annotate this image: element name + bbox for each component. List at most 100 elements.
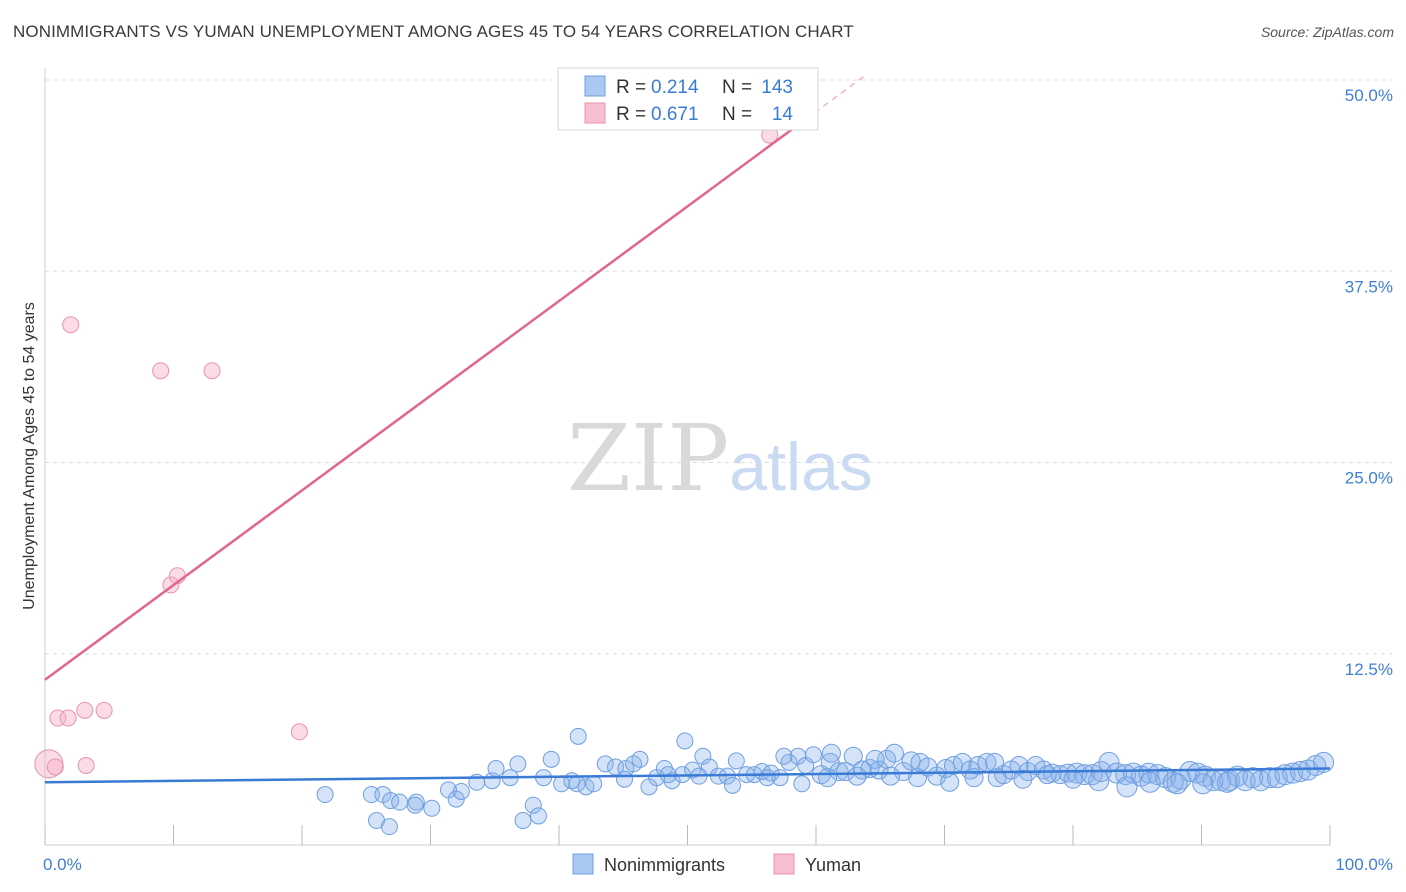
bottom-legend-yuman: Yuman: [805, 855, 861, 875]
nonimmigrants-point: [382, 792, 400, 810]
legend-r-value-1: 0.214: [651, 77, 699, 98]
nonimmigrants-point: [908, 768, 928, 788]
nonimmigrants-point: [847, 766, 867, 786]
nonimmigrants-point: [616, 770, 634, 788]
legend-swatch-nonimmigrants: [584, 75, 606, 97]
nonimmigrants-point: [1192, 773, 1214, 795]
nonimmigrants-point: [727, 752, 745, 770]
nonimmigrants-point: [1098, 751, 1120, 773]
watermark-zip: ZIP: [567, 405, 729, 512]
nonimmigrants-point: [843, 746, 863, 766]
nonimmigrants-point: [542, 750, 560, 768]
nonimmigrants-point: [1250, 770, 1272, 792]
nonimmigrants-point: [775, 747, 793, 765]
nonimmigrants-point: [793, 775, 811, 793]
nonimmigrants-point: [1138, 762, 1160, 784]
yuman-point: [203, 362, 221, 380]
nonimmigrants-point: [893, 762, 913, 782]
nonimmigrants-point: [1063, 769, 1083, 789]
y-tick-label-3: 50.0%: [1345, 86, 1393, 105]
tick-labels: 12.5% 25.0% 37.5% 50.0% 0.0% 100.0%: [43, 86, 1393, 874]
nonimmigrants-point: [1088, 770, 1110, 792]
source-label: Source: ZipAtlas.com: [1260, 24, 1394, 40]
gridlines: [45, 79, 1392, 655]
nonimmigrants-point: [1013, 769, 1033, 789]
legend-r-label-2: R =: [616, 104, 646, 125]
nonimmigrants-point: [1037, 765, 1057, 785]
legend-n-value-2: 14: [772, 104, 794, 125]
yuman-trend-line: [44, 124, 798, 681]
nonimmigrants-point: [596, 755, 614, 773]
yuman-point: [59, 709, 77, 727]
nonimmigrants-point: [514, 812, 532, 830]
x-tick-label-0: 0.0%: [43, 855, 82, 874]
nonimmigrants-point: [640, 778, 658, 796]
watermark: ZIPatlas: [567, 405, 873, 512]
nonimmigrants-point: [940, 772, 960, 792]
bottom-legend-swatch-nonimmigrants: [572, 853, 594, 875]
watermark-atlas: atlas: [729, 429, 873, 505]
axes: [44, 68, 1331, 846]
legend-r-value-2: 0.671: [651, 104, 699, 125]
nonimmigrants-point: [391, 793, 409, 811]
yuman-point: [62, 316, 80, 334]
yuman-point: [76, 701, 94, 719]
nonimmigrants-point: [881, 766, 901, 786]
nonimmigrants-point: [1259, 767, 1281, 789]
bottom-legend-swatch-yuman: [773, 853, 795, 875]
chart-title: NONIMMIGRANTS VS YUMAN UNEMPLOYMENT AMON…: [13, 22, 854, 41]
bottom-legend-nonimmigrants: Nonimmigrants: [604, 855, 725, 875]
nonimmigrants-point: [509, 755, 527, 773]
nonimmigrants-point: [1216, 771, 1238, 793]
nonimmigrants-point: [524, 796, 542, 814]
legend-r-label-1: R =: [616, 77, 646, 98]
nonimmigrants-point: [723, 776, 741, 794]
nonimmigrants-point: [676, 732, 694, 750]
nonimmigrants-point: [804, 746, 822, 764]
nonimmigrants-point: [452, 782, 470, 800]
legend-n-label-1: N =: [722, 77, 752, 98]
nonimmigrants-point: [316, 786, 334, 804]
yuman-point: [77, 756, 95, 774]
x-tick-label-1: 100.0%: [1335, 855, 1393, 874]
nonimmigrants-point: [684, 761, 702, 779]
legend-n-value-1: 143: [761, 77, 793, 98]
y-tick-label-1: 25.0%: [1345, 469, 1393, 488]
nonimmigrants-point: [487, 760, 505, 777]
nonimmigrants-point: [406, 796, 424, 814]
nonimmigrants-point: [836, 762, 856, 782]
nonimmigrants-point: [865, 749, 885, 769]
nonimmigrants-point: [529, 807, 547, 825]
y-axis-label: Unemployment Among Ages 45 to 54 years: [21, 302, 38, 610]
yuman-point: [95, 701, 113, 719]
nonimmigrants-point: [1058, 763, 1078, 783]
y-tick-label-2: 37.5%: [1345, 277, 1393, 296]
nonimmigrants-point: [1139, 771, 1161, 793]
yuman-point: [49, 709, 67, 727]
yuman-point: [152, 362, 170, 380]
nonimmigrants-point: [585, 775, 603, 793]
nonimmigrants-point: [821, 743, 841, 763]
yuman-point: [46, 758, 64, 776]
stats-legend: R = 0.214 N = 143 R = 0.671 N = 14: [557, 67, 819, 131]
nonimmigrants-point: [631, 750, 649, 768]
nonimmigrants-point: [1116, 776, 1138, 798]
nonimmigrants-points: [316, 727, 1335, 836]
y-tick-label-0: 12.5%: [1345, 660, 1393, 679]
nonimmigrants-point: [884, 743, 904, 763]
legend-swatch-yuman: [584, 102, 606, 124]
nonimmigrants-point: [818, 768, 838, 788]
bottom-legend: Nonimmigrants Yuman: [572, 853, 861, 875]
nonimmigrants-trend-line: [44, 767, 1331, 784]
nonimmigrants-point: [1081, 764, 1103, 786]
legend-n-label-2: N =: [722, 104, 752, 125]
nonimmigrants-point: [1166, 773, 1188, 795]
nonimmigrants-point: [380, 818, 398, 836]
nonimmigrants-point: [423, 799, 441, 817]
nonimmigrants-point: [758, 769, 776, 787]
nonimmigrants-point: [694, 747, 712, 765]
yuman-point: [290, 723, 308, 741]
nonimmigrants-point: [362, 786, 380, 804]
nonimmigrants-point: [829, 762, 849, 782]
